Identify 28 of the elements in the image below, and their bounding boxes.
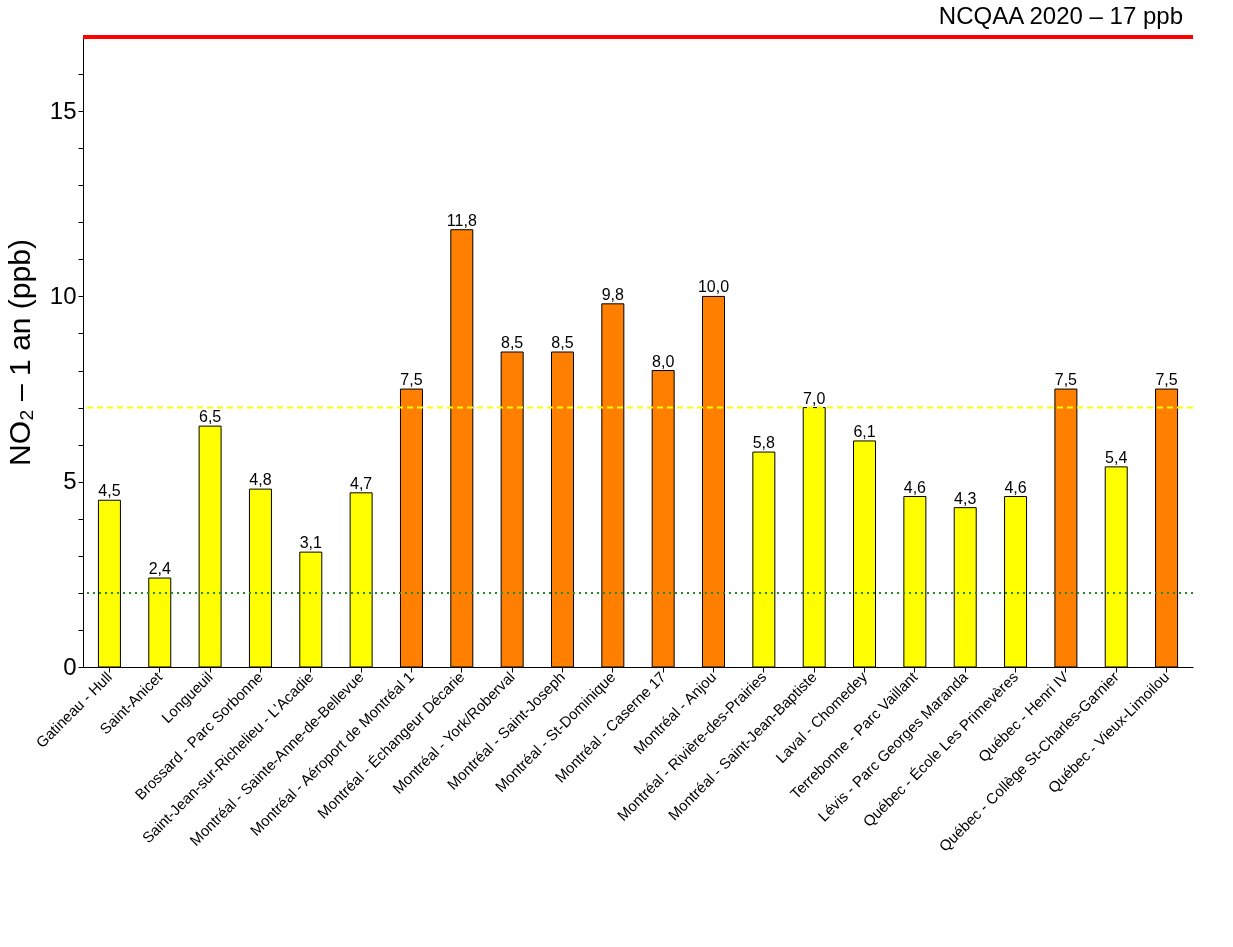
data-label: 4,5 bbox=[98, 482, 121, 500]
data-label: 8,5 bbox=[501, 334, 524, 351]
data-label: 6,1 bbox=[853, 422, 876, 440]
data-label: 6,5 bbox=[198, 408, 222, 426]
data-label: 8,5 bbox=[551, 334, 574, 351]
data-label: 4,8 bbox=[249, 471, 272, 489]
data-label: 10,0 bbox=[697, 278, 730, 296]
data-label: 7,5 bbox=[1054, 371, 1078, 389]
data-label: 4,6 bbox=[903, 478, 927, 496]
data-label: 2,4 bbox=[148, 560, 171, 578]
y-tick-label: 10 bbox=[49, 281, 77, 309]
ref-line-label: NCQAA 2020 – 17 ppb bbox=[938, 2, 1183, 29]
data-label: 7,5 bbox=[1155, 371, 1178, 389]
data-label: 7,5 bbox=[400, 371, 423, 389]
data-label: 4,3 bbox=[954, 489, 977, 507]
data-label: 5,4 bbox=[1105, 448, 1128, 466]
y-tick-label: 15 bbox=[49, 96, 77, 124]
data-label: 9,8 bbox=[601, 285, 625, 303]
data-label: 11,8 bbox=[446, 211, 477, 229]
y-axis-title: NO₂ – 1 an (ppb) bbox=[2, 239, 36, 466]
data-label: 4,7 bbox=[350, 474, 373, 492]
data-label: 7,0 bbox=[803, 389, 826, 407]
data-label: 4,6 bbox=[1004, 478, 1027, 496]
data-label: 3,1 bbox=[299, 534, 323, 552]
y-tick-label: 5 bbox=[63, 467, 77, 495]
data-label: 5,8 bbox=[752, 434, 776, 452]
y-tick-label: 0 bbox=[63, 652, 77, 680]
data-label: 8,0 bbox=[652, 352, 675, 370]
